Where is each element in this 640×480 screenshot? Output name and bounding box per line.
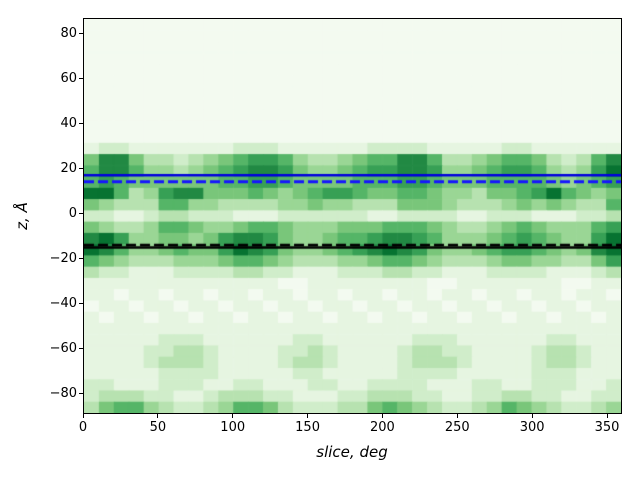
x-tick-label: 100	[220, 420, 246, 435]
x-tick-label: 200	[370, 420, 395, 435]
x-tick-label: 350	[594, 420, 620, 435]
heatmap-canvas	[84, 19, 621, 413]
y-tick-mark	[79, 123, 83, 125]
y-tick-mark	[79, 168, 83, 170]
y-tick-label: −80	[49, 386, 77, 402]
y-tick-label: −60	[49, 341, 77, 357]
x-tick-mark	[232, 414, 234, 418]
x-axis-label: slice, deg	[316, 443, 388, 461]
x-tick-mark	[606, 414, 608, 418]
x-tick-mark	[307, 414, 309, 418]
x-tick-label: 300	[519, 420, 545, 435]
x-tick-label: 150	[295, 420, 320, 435]
y-tick-mark	[79, 303, 83, 305]
plot-area	[83, 18, 622, 414]
x-tick-mark	[531, 414, 533, 418]
y-tick-label: 60	[60, 71, 77, 87]
x-tick-label: 0	[78, 420, 88, 435]
y-tick-mark	[79, 348, 83, 350]
y-tick-label: 80	[60, 26, 77, 42]
y-tick-label: 20	[60, 161, 77, 177]
y-tick-mark	[79, 393, 83, 395]
x-tick-label: 50	[149, 420, 167, 435]
x-tick-label: 250	[444, 420, 470, 435]
x-tick-mark	[456, 414, 458, 418]
y-tick-mark	[79, 258, 83, 260]
x-tick-mark	[157, 414, 159, 418]
y-tick-mark	[79, 78, 83, 80]
x-tick-mark	[82, 414, 84, 418]
y-tick-label: 0	[68, 206, 77, 222]
y-tick-mark	[79, 33, 83, 35]
x-tick-mark	[381, 414, 383, 418]
y-tick-label: −20	[49, 251, 77, 267]
y-tick-label: 40	[60, 116, 77, 132]
y-tick-label: −40	[49, 296, 77, 312]
y-tick-mark	[79, 213, 83, 215]
